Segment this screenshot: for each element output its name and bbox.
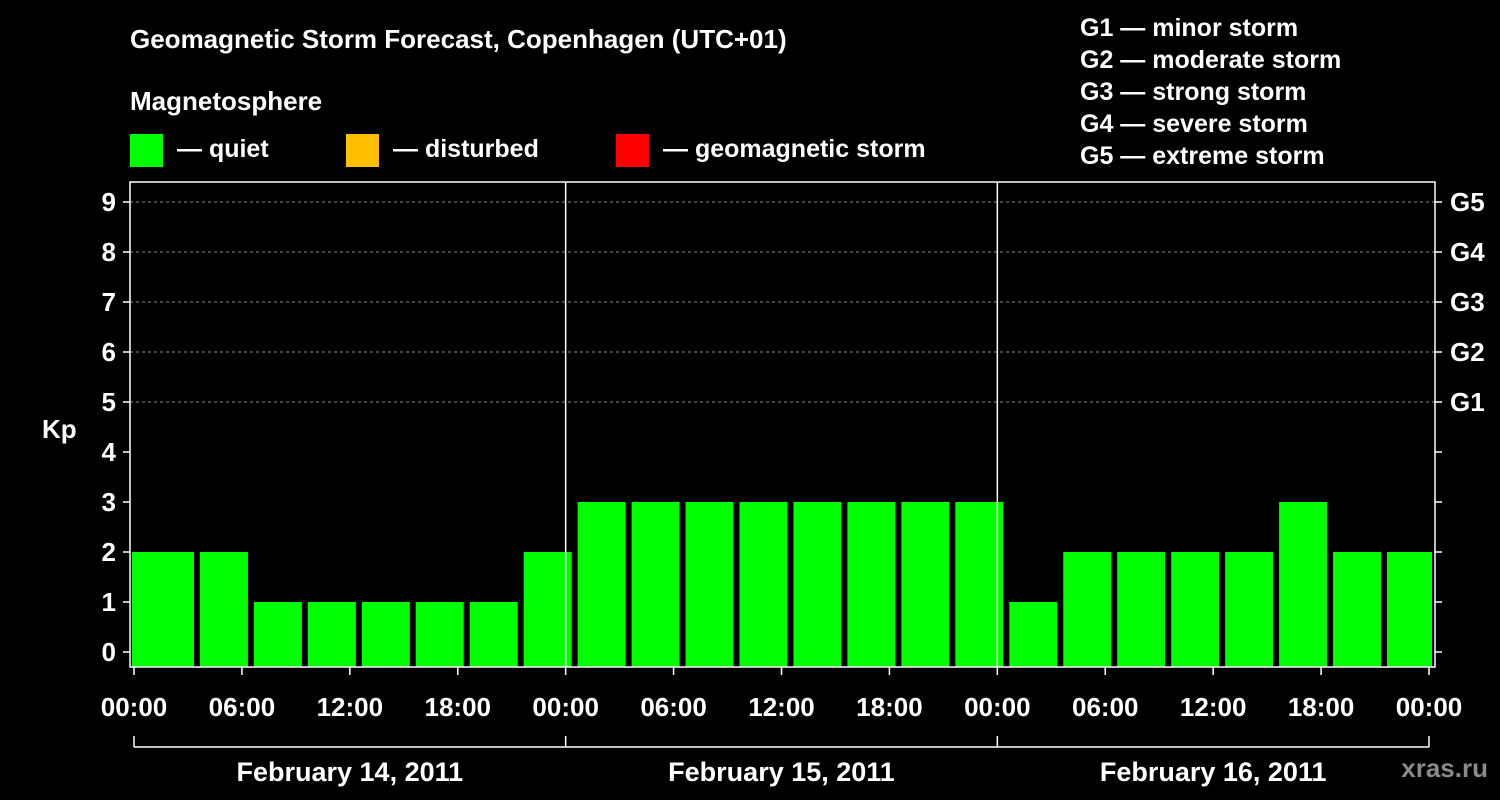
x-tick-label: 12:00 bbox=[748, 692, 815, 722]
kp-bar bbox=[739, 502, 788, 667]
x-tick-label: 18:00 bbox=[425, 692, 492, 722]
storm-scale-g3: G3 — strong storm bbox=[1080, 78, 1307, 106]
legend-item-storm: — geomagnetic storm bbox=[616, 134, 956, 168]
x-tick-label: 18:00 bbox=[1288, 692, 1355, 722]
x-tick-label: 00:00 bbox=[532, 692, 599, 722]
kp-bar bbox=[1009, 602, 1058, 667]
y-tick-label: 3 bbox=[102, 487, 116, 517]
legend-label-disturbed: — disturbed bbox=[393, 135, 539, 163]
kp-bar bbox=[1333, 552, 1382, 667]
x-tick-label: 06:00 bbox=[1072, 692, 1139, 722]
y-tick-label: 8 bbox=[102, 237, 116, 267]
day-label: February 14, 2011 bbox=[237, 757, 464, 787]
kp-bar bbox=[847, 502, 896, 667]
y-tick-label: 9 bbox=[102, 187, 116, 217]
storm-level-label: G1 bbox=[1450, 387, 1485, 417]
day-label: February 15, 2011 bbox=[668, 757, 895, 787]
x-tick-label: 00:00 bbox=[964, 692, 1031, 722]
kp-bar bbox=[1387, 552, 1432, 667]
kp-bar bbox=[1225, 552, 1274, 667]
y-tick-label: 6 bbox=[102, 337, 116, 367]
storm-level-label: G5 bbox=[1450, 187, 1485, 217]
storm-level-label: G4 bbox=[1450, 237, 1485, 267]
kp-bar bbox=[523, 552, 572, 667]
plot-frame bbox=[129, 181, 1436, 668]
kp-bar bbox=[1117, 552, 1166, 667]
kp-bar bbox=[253, 602, 302, 667]
x-tick-label: 12:00 bbox=[1180, 692, 1247, 722]
kp-bar bbox=[631, 502, 680, 667]
legend-item-disturbed: — disturbed bbox=[346, 134, 586, 168]
y-tick-label: 1 bbox=[102, 587, 116, 617]
kp-bar bbox=[307, 602, 356, 667]
kp-bar bbox=[577, 502, 626, 667]
x-tick-label: 00:00 bbox=[101, 692, 168, 722]
storm-scale-g1: G1 — minor storm bbox=[1080, 14, 1299, 42]
legend-swatch-quiet bbox=[130, 134, 163, 167]
kp-bar bbox=[415, 602, 464, 667]
y-tick-label: 4 bbox=[102, 437, 117, 467]
storm-level-label: G2 bbox=[1450, 337, 1485, 367]
y-axis-label: Kp bbox=[42, 414, 77, 444]
y-tick-label: 2 bbox=[102, 537, 116, 567]
y-tick-label: 5 bbox=[102, 387, 116, 417]
x-tick-label: 06:00 bbox=[209, 692, 276, 722]
legend-label-storm: — geomagnetic storm bbox=[663, 135, 926, 163]
x-tick-label: 00:00 bbox=[1396, 692, 1463, 722]
storm-scale-g4: G4 — severe storm bbox=[1080, 110, 1308, 138]
chart-subtitle: Magnetosphere bbox=[130, 86, 323, 116]
kp-bar bbox=[685, 502, 734, 667]
watermark: xras.ru bbox=[1401, 753, 1488, 783]
x-tick-label: 12:00 bbox=[317, 692, 384, 722]
storm-scale-g2: G2 — moderate storm bbox=[1080, 46, 1342, 74]
kp-bar bbox=[793, 502, 842, 667]
y-tick-label: 7 bbox=[102, 287, 116, 317]
kp-bar bbox=[901, 502, 950, 667]
chart-title: Geomagnetic Storm Forecast, Copenhagen (… bbox=[130, 24, 787, 54]
kp-bar bbox=[469, 602, 518, 667]
legend-label-quiet: — quiet bbox=[177, 135, 269, 163]
kp-bar bbox=[145, 552, 194, 667]
y-tick-label: 0 bbox=[102, 637, 116, 667]
x-tick-label: 18:00 bbox=[856, 692, 923, 722]
kp-bar bbox=[1063, 552, 1112, 667]
legend-swatch-storm bbox=[616, 134, 649, 167]
x-tick-label: 06:00 bbox=[640, 692, 707, 722]
kp-bar bbox=[199, 552, 248, 667]
kp-bar bbox=[1171, 552, 1220, 667]
day-label: February 16, 2011 bbox=[1100, 757, 1327, 787]
legend-item-quiet: — quiet bbox=[130, 134, 330, 168]
kp-bar bbox=[361, 602, 410, 667]
storm-level-label: G3 bbox=[1450, 287, 1485, 317]
kp-bar bbox=[1279, 502, 1328, 667]
legend-swatch-disturbed bbox=[346, 134, 379, 167]
storm-scale-legend: G1 — minor storm G2 — moderate storm G3 … bbox=[1080, 12, 1341, 172]
kp-bar bbox=[955, 502, 1004, 667]
storm-scale-g5: G5 — extreme storm bbox=[1080, 142, 1325, 170]
